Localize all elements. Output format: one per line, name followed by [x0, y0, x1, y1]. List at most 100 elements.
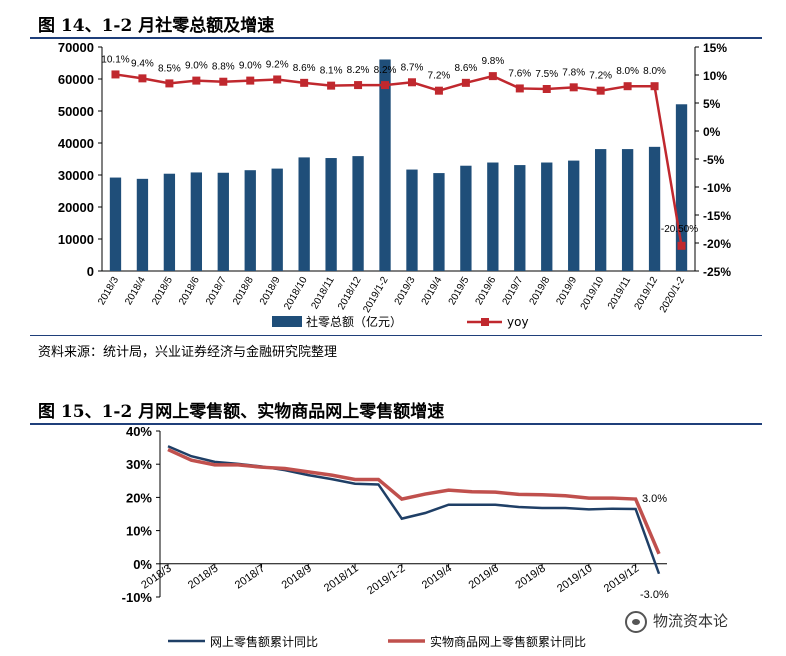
legend-bar-swatch: [272, 316, 302, 327]
yoy-data-label: 9.4%: [131, 58, 154, 69]
left-tick-label: 40000: [58, 136, 94, 151]
x-tick-label: 2018/5: [186, 562, 220, 591]
right-tick-label: -25%: [703, 265, 731, 279]
left-tick-label: 0: [87, 264, 94, 279]
right-tick-label: -5%: [703, 153, 725, 167]
yoy-marker: [138, 74, 147, 83]
watermark: 物流资本论: [625, 610, 728, 633]
bar: [568, 160, 580, 271]
yoy-marker: [381, 81, 390, 90]
yoy-marker: [434, 86, 443, 95]
bar: [109, 177, 122, 271]
x-tick-label: 2019/12: [602, 562, 641, 595]
x-tick-label: 2019/10: [555, 562, 594, 595]
y-tick-label: 20%: [126, 490, 152, 505]
yoy-marker: [165, 79, 174, 88]
y-tick-label: 10%: [126, 524, 152, 539]
legend-line-label: yoy: [507, 315, 529, 329]
legend-line-marker: [481, 318, 489, 326]
bar: [325, 158, 337, 271]
x-tick-label: 2018/11: [322, 562, 361, 594]
wechat-icon: [625, 610, 647, 633]
figure14-chart: 0 10000 20000 30000 40000 50000 60000 70000 -25%…: [58, 40, 732, 329]
yoy-data-label: 7.6%: [508, 68, 531, 79]
yoy-data-label: 7.5%: [535, 69, 558, 80]
right-tick-label: 15%: [703, 41, 727, 55]
yoy-data-label: -20.50%: [661, 224, 698, 235]
annotation-physical: 3.0%: [642, 493, 667, 505]
yoy-marker: [111, 70, 120, 79]
bar: [514, 165, 526, 271]
bar: [136, 178, 149, 271]
bar: [594, 149, 607, 271]
left-tick-label: 20000: [58, 200, 94, 215]
bar: [379, 59, 391, 272]
bar: [460, 165, 472, 271]
yoy-marker: [488, 72, 497, 81]
yoy-marker: [677, 241, 686, 250]
yoy-data-label: 8.0%: [616, 66, 639, 77]
bar: [190, 172, 203, 271]
yoy-marker: [461, 78, 470, 87]
yoy-marker: [515, 84, 524, 93]
yoy-data-label: 9.0%: [239, 61, 262, 72]
legend-bar-label: 社零总额（亿元）: [306, 314, 402, 329]
bar: [298, 157, 310, 271]
yoy-data-label: 7.2%: [428, 71, 451, 82]
yoy-data-label: 8.7%: [401, 62, 424, 73]
yoy-marker: [246, 76, 255, 85]
left-tick-label: 30000: [58, 168, 94, 183]
yoy-marker: [569, 83, 578, 92]
yoy-data-label: 8.6%: [454, 63, 477, 74]
yoy-marker: [650, 82, 659, 91]
bar: [244, 170, 256, 271]
yoy-data-label: 7.2%: [589, 71, 612, 82]
legend-physical-label: 实物商品网上零售额累计同比: [430, 634, 586, 649]
yoy-data-label: 9.2%: [266, 59, 289, 70]
left-tick-label: 10000: [58, 232, 94, 247]
x-tick-label: 2019/4: [420, 562, 454, 591]
yoy-data-label: 8.5%: [158, 63, 181, 74]
x-tick-label: 2019/8: [513, 562, 547, 591]
left-tick-label: 50000: [58, 104, 94, 119]
x-tick-label: 2019/1-2: [365, 562, 407, 597]
yoy-marker: [273, 75, 282, 84]
yoy-data-label: 9.0%: [185, 61, 208, 72]
yoy-marker: [623, 82, 632, 91]
figure15-title: 图 15、1-2 月网上零售额、实物商品网上零售额增速: [38, 402, 445, 422]
left-tick-label: 70000: [58, 40, 94, 55]
figure14-source: 资料来源：统计局，兴业证券经济与金融研究院整理: [38, 345, 338, 360]
yoy-marker: [542, 85, 551, 93]
bar: [675, 104, 688, 271]
yoy-data-label: 8.8%: [212, 62, 235, 73]
bar: [163, 173, 176, 271]
right-tick-label: 10%: [703, 69, 727, 83]
right-tick-label: -20%: [703, 237, 731, 251]
figure14-bottom-rule: [30, 335, 762, 336]
bar: [541, 162, 553, 271]
bar: [487, 162, 499, 271]
yoy-data-label: 10.1%: [101, 54, 129, 65]
right-tick-label: 5%: [703, 97, 721, 111]
y-tick-label: 30%: [126, 457, 152, 472]
yoy-marker: [300, 78, 309, 87]
yoy-line: [115, 73, 683, 247]
y-tick-label: 0%: [133, 557, 152, 572]
yoy-marker: [596, 86, 605, 95]
figure15-title-rule: [30, 423, 762, 425]
bar: [648, 146, 661, 271]
right-tick-label: -10%: [703, 181, 731, 195]
yoy-data-label: 9.8%: [481, 56, 504, 67]
yoy-marker: [219, 77, 228, 86]
figure14-title-rule: [30, 37, 762, 39]
yoy-marker: [192, 76, 201, 85]
y-tick-label: -10%: [122, 590, 153, 605]
x-tick-label: 2018/9: [280, 562, 314, 591]
yoy-marker: [354, 81, 363, 90]
left-tick-label: 60000: [58, 72, 94, 87]
yoy-data-label: 8.2%: [347, 65, 370, 76]
bar: [217, 172, 229, 271]
bar: [406, 169, 418, 271]
yoy-data-label: 8.2%: [374, 65, 397, 76]
